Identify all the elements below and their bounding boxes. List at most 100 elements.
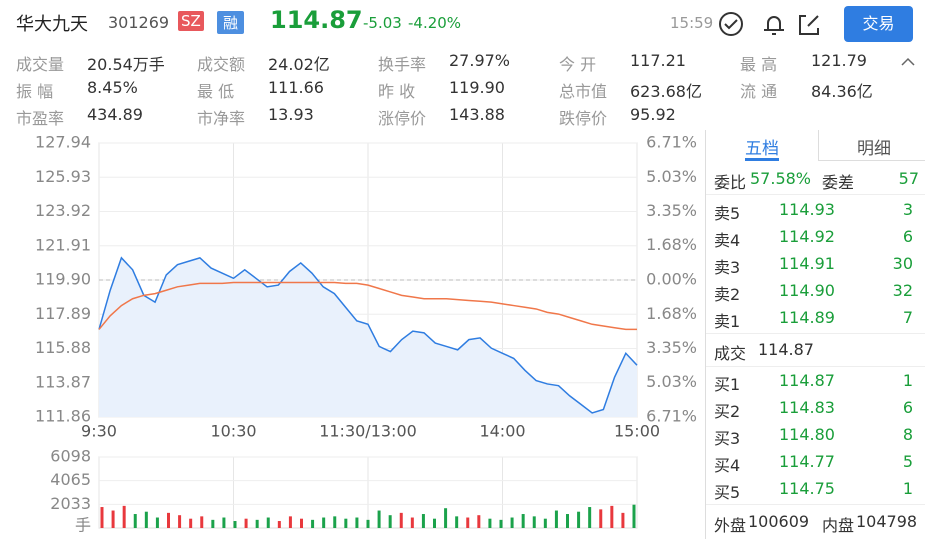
tab: 明细	[857, 139, 891, 159]
level-price: 114.89	[779, 308, 835, 327]
stat-label: 市盈率	[16, 109, 65, 128]
volume-bar	[477, 515, 481, 528]
inner: 104798	[856, 512, 918, 531]
price-line	[98, 256, 638, 414]
volume-bar	[266, 517, 270, 528]
y-tick-label: 125.93	[35, 167, 91, 186]
level-label: 卖3	[714, 258, 741, 277]
stat-value: 20.54万手	[87, 55, 165, 74]
sep	[706, 194, 925, 195]
level-price: 114.87	[779, 371, 835, 390]
volume-bar	[344, 518, 348, 528]
y2-tick-label: 1.68%	[646, 304, 697, 323]
level-volume: 30	[892, 254, 913, 273]
volume-bar	[554, 510, 558, 528]
volume-bar	[255, 519, 259, 528]
check-icon[interactable]	[719, 12, 743, 36]
volume-bar	[155, 517, 159, 528]
divider	[705, 130, 706, 539]
stat-value: 121.79	[811, 51, 867, 70]
volume-bar	[233, 521, 237, 528]
volume-bar	[100, 507, 104, 528]
stat-value: 13.93	[268, 105, 314, 124]
y2-tick-label: 0.00%	[646, 270, 697, 289]
y2-tick-label: 1.68%	[646, 235, 697, 254]
stat-value: 24.02亿	[268, 55, 330, 74]
trade-button[interactable]: 交易	[844, 6, 913, 42]
level-label: 买2	[714, 402, 741, 421]
volume-bar	[244, 518, 248, 528]
volume-bar	[510, 517, 514, 528]
trade-price: 114.87	[758, 340, 814, 359]
volume-bar	[355, 517, 359, 528]
level-label: 买1	[714, 375, 741, 394]
volume-bar	[122, 505, 126, 528]
volume-bar	[167, 512, 170, 528]
volume-bar	[599, 509, 603, 528]
y-tick-label: 127.94	[35, 133, 91, 152]
stat-label: 市净率	[197, 109, 246, 128]
price-area	[99, 257, 637, 417]
stat-label: 今 开	[559, 55, 597, 74]
stat-value: 84.36亿	[811, 82, 873, 101]
level-volume: 6	[902, 398, 913, 417]
volume-bar	[632, 504, 636, 528]
level-price: 114.93	[779, 200, 835, 219]
x-tick-label: 15:00	[614, 422, 660, 441]
stat-value: 27.97%	[449, 51, 511, 70]
level-volume: 6	[902, 227, 913, 246]
market-badge: SZ	[178, 11, 204, 31]
volume-bar	[200, 516, 204, 528]
bell-icon[interactable]	[764, 16, 784, 35]
y2-tick-label: 5.03%	[646, 167, 697, 186]
volume-bar	[466, 517, 470, 528]
edit-icon[interactable]	[799, 15, 819, 35]
volume-bar	[178, 515, 182, 528]
stat-value: 95.92	[630, 105, 676, 124]
stat-value: 119.90	[449, 78, 505, 97]
volume-bar	[189, 518, 193, 528]
price: 114.87	[270, 6, 363, 34]
stock-name: 华大九天	[16, 14, 88, 35]
y-unit: 手	[75, 516, 91, 535]
stat-label: 换手率	[378, 55, 427, 74]
volume-bar	[488, 518, 492, 528]
volume-bar	[577, 511, 581, 528]
y-tick-label: 117.89	[35, 304, 91, 323]
volume-bar	[421, 514, 425, 528]
ratio: 57.58%	[750, 169, 812, 188]
level-label: 买4	[714, 456, 741, 475]
stat-value: 117.21	[630, 51, 686, 70]
volume-bar	[133, 514, 137, 528]
stat-value: 111.66	[268, 78, 324, 97]
y2-tick-label: 3.35%	[646, 338, 697, 357]
level-price: 114.92	[779, 227, 835, 246]
outer-label: 外盘	[714, 516, 747, 535]
volume-bar	[211, 519, 215, 528]
stat-value: 8.45%	[87, 78, 138, 97]
inner-label: 内盘	[822, 516, 855, 535]
level-label: 买5	[714, 483, 741, 502]
stat-label: 流 通	[740, 82, 778, 101]
volume-bar	[433, 518, 436, 528]
volume-bar	[521, 514, 525, 528]
sep	[706, 366, 925, 367]
sep	[706, 504, 925, 505]
volume-bar	[610, 505, 614, 528]
y-tick-label: 113.87	[35, 372, 91, 391]
collapse-icon[interactable]	[898, 52, 918, 72]
margin-badge: 融	[217, 11, 245, 34]
y-tick-label: 6098	[50, 448, 91, 466]
volume-bar	[144, 511, 148, 528]
stat-label: 跌停价	[559, 109, 608, 128]
level-volume: 32	[892, 281, 913, 300]
level-price: 114.77	[779, 452, 835, 471]
volume-bar	[444, 508, 448, 528]
stat-label: 振 幅	[16, 82, 54, 101]
y-tick-label: 119.90	[35, 270, 91, 289]
volume-bar	[333, 516, 337, 528]
level-price: 114.75	[779, 479, 835, 498]
volume-bar	[277, 521, 281, 528]
volume-bar	[399, 512, 403, 528]
